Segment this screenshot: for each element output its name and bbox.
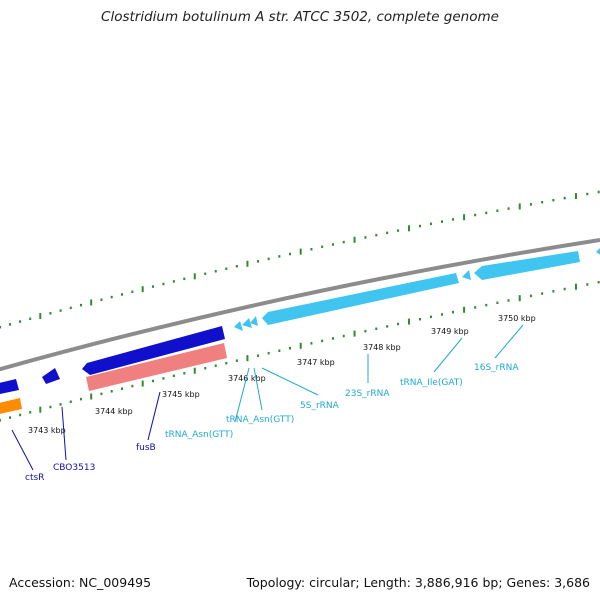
- scale-label-3749: 3749 kbp: [431, 327, 469, 336]
- cds-forward-CBO3513[interactable]: [42, 368, 60, 384]
- inner-tick-ring: [0, 280, 600, 422]
- gene-label-16S-rRNA[interactable]: 16S_rRNA: [474, 363, 519, 373]
- outer-tick-ring: [0, 190, 600, 329]
- scale-label-3743: 3743 kbp: [28, 426, 66, 435]
- rna-23S-rRNA[interactable]: [262, 273, 459, 325]
- leader-line-fusB: [147, 391, 161, 441]
- scale-label-3744: 3744 kbp: [95, 407, 133, 416]
- leader-line-tRNA-Asn-1: [234, 367, 250, 423]
- scale-label-3748: 3748 kbp: [363, 343, 401, 352]
- gene-label-tRNA-Asn-2[interactable]: tRNA_Asn(GTT): [226, 415, 294, 425]
- cds-reverse-fusB[interactable]: [86, 343, 227, 391]
- scale-label-3747: 3747 kbp: [297, 358, 335, 367]
- gene-label-fusB[interactable]: fusB: [136, 443, 156, 453]
- gene-label-tRNA-Ile[interactable]: tRNA_Ile(GAT): [400, 378, 463, 388]
- cds-forward-large[interactable]: [82, 326, 225, 375]
- gene-label-tRNA-Asn-1[interactable]: tRNA_Asn(GTT): [165, 430, 233, 440]
- leader-line-tRNA-Asn-2: [253, 367, 263, 411]
- leader-line-16S: [494, 324, 524, 359]
- leader-line-CBO3513: [61, 406, 67, 461]
- rna-tRNA-Asn-2[interactable]: [242, 318, 252, 328]
- rna-tRNA-Asn-1[interactable]: [234, 321, 243, 331]
- leader-line-tRNA-Ile: [433, 337, 463, 373]
- feature-labels: ctsR CBO3513 fusB tRNA_Asn(GTT) tRNA_Asn…: [25, 363, 519, 483]
- scale-label-3746: 3746 kbp: [228, 374, 266, 383]
- accession-text: Accession: NC_009495: [9, 575, 152, 590]
- gene-label-23S-rRNA[interactable]: 23S_rRNA: [345, 389, 390, 399]
- gene-label-ctsR[interactable]: ctsR: [25, 473, 44, 483]
- rna-tRNA-Ile[interactable]: [462, 270, 471, 280]
- scale-labels: 3743 kbp 3744 kbp 3745 kbp 3746 kbp 3747…: [28, 314, 536, 435]
- rna-5S-rRNA[interactable]: [250, 316, 258, 326]
- map-title: Clostridium botulinum A str. ATCC 3502, …: [101, 9, 499, 25]
- leader-line-5S: [261, 367, 319, 396]
- scale-label-3745: 3745 kbp: [162, 390, 200, 399]
- rna-edge-feature[interactable]: [596, 245, 600, 258]
- cds-reverse-orange[interactable]: [0, 398, 22, 415]
- scale-label-3750: 3750 kbp: [498, 314, 536, 323]
- gene-label-5S-rRNA[interactable]: 5S_rRNA: [300, 401, 340, 411]
- genome-stats-text: Topology: circular; Length: 3,886,916 bp…: [246, 575, 590, 590]
- genome-backbone: [0, 238, 600, 372]
- leader-line-ctsR: [11, 429, 34, 471]
- cds-forward-ctsR[interactable]: [0, 379, 19, 395]
- rna-16S-rRNA[interactable]: [474, 251, 580, 280]
- gene-label-CBO3513[interactable]: CBO3513: [53, 463, 95, 473]
